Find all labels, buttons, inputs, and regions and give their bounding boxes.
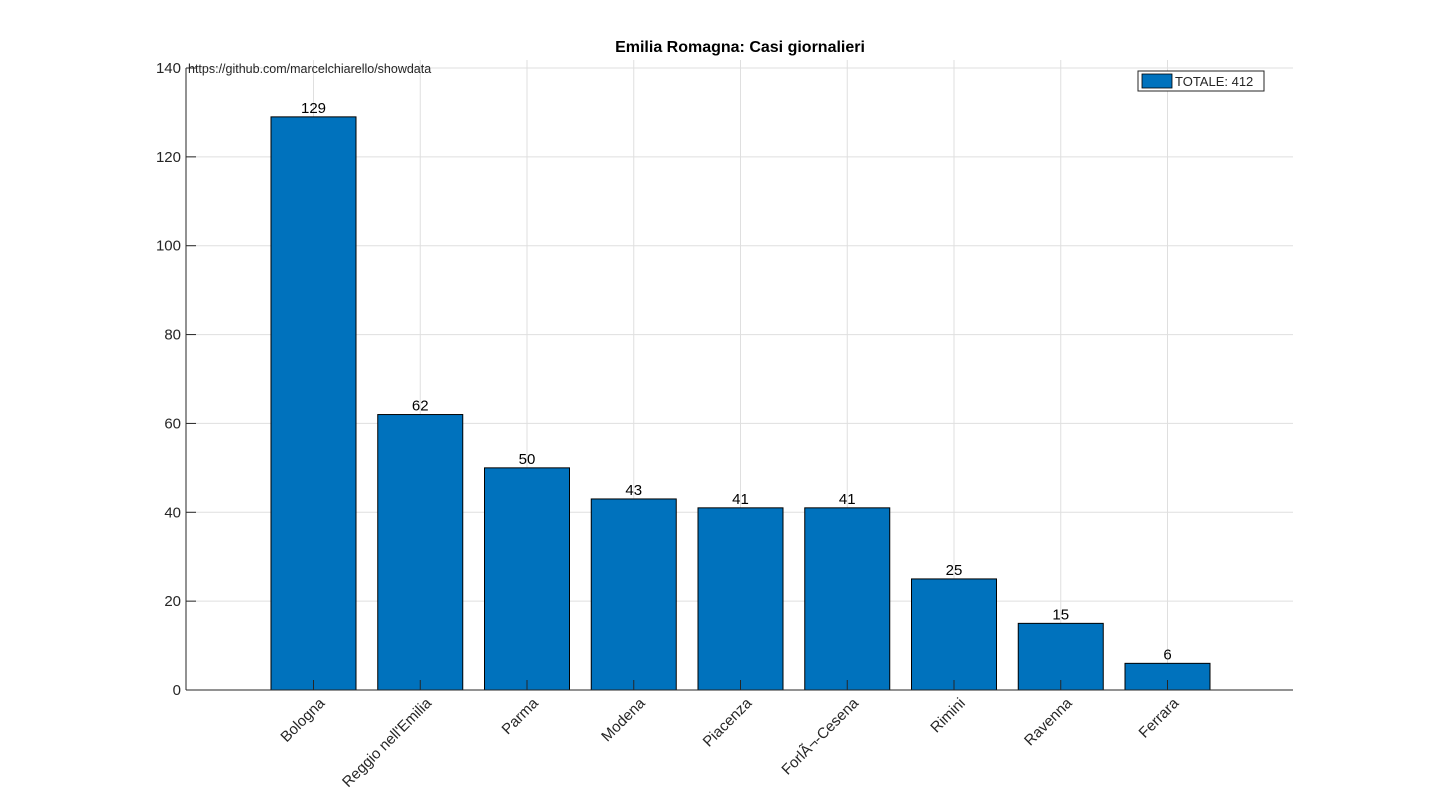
legend-label: TOTALE: 412 <box>1175 74 1253 89</box>
bar-rimini <box>911 578 997 691</box>
axes <box>185 67 1293 691</box>
bar-bologna <box>270 116 357 691</box>
bar-value-label: 129 <box>301 100 326 117</box>
bar-parma <box>484 467 570 691</box>
bar-value-label: 41 <box>732 491 749 508</box>
y-tick-label: 120 <box>156 149 181 166</box>
bar-value-label: 50 <box>519 451 536 468</box>
bar-modena <box>590 498 677 691</box>
bar-value-label: 41 <box>839 491 856 508</box>
bar-value-label: 6 <box>1163 646 1171 663</box>
bar-piacenza <box>697 507 784 691</box>
bar-forl-cesena <box>804 507 891 691</box>
y-tick-label: 40 <box>164 504 181 521</box>
bar-value-label: 25 <box>946 562 963 579</box>
bars <box>270 116 1211 691</box>
y-tick-label: 20 <box>164 593 181 610</box>
chart-title: Emilia Romagna: Casi giornalieri <box>615 39 865 56</box>
y-tick-label: 140 <box>156 60 181 77</box>
data-labels: 129 62 50 43 41 41 25 15 6 <box>301 100 1172 663</box>
bar-value-label: 15 <box>1052 606 1069 623</box>
bar-value-label: 62 <box>412 398 429 415</box>
y-tick-label: 100 <box>156 238 181 255</box>
y-tick-label: 80 <box>164 327 181 344</box>
y-tick-label: 0 <box>173 682 181 699</box>
grid <box>186 60 1293 691</box>
bar-ravenna <box>1017 622 1104 691</box>
y-tick-label: 60 <box>164 415 181 432</box>
source-annotation: https://github.com/marcelchiarello/showd… <box>188 62 431 76</box>
bar-value-label: 43 <box>625 482 642 499</box>
legend-swatch <box>1141 73 1173 89</box>
bar-reggio-nell-emilia <box>377 414 464 691</box>
legend: TOTALE: 412 <box>1137 70 1265 92</box>
